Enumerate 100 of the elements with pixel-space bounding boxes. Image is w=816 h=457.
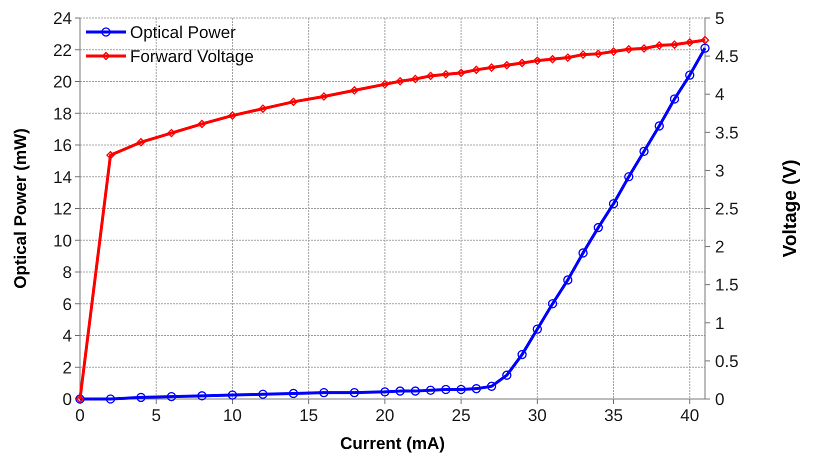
y2-tick-label: 3.5 [715, 123, 739, 142]
y-tick-label: 16 [53, 136, 72, 155]
point [700, 36, 710, 44]
y-tick-label: 18 [53, 104, 72, 124]
y-tick-label: 20 [53, 72, 72, 92]
point [411, 74, 420, 84]
y2-tick-label: 0.5 [715, 352, 739, 371]
y2-tick-label: 1 [715, 314, 724, 333]
y2-tick-label: 0 [715, 390, 724, 409]
point [639, 146, 649, 156]
point [594, 50, 602, 58]
point [228, 111, 237, 120]
point [670, 94, 680, 104]
y2-tick-label: 3 [715, 161, 724, 180]
point [228, 390, 238, 400]
point [136, 138, 146, 146]
point [136, 392, 146, 402]
point [548, 55, 557, 64]
point [532, 324, 542, 334]
y2-tick-label: 2 [715, 238, 724, 257]
legend-label: Optical Power [130, 23, 236, 42]
point [410, 386, 420, 396]
point [578, 50, 588, 59]
point [380, 387, 390, 397]
x-tick-label: 10 [222, 406, 242, 425]
y2-tick-label: 2.5 [715, 200, 739, 218]
point [441, 384, 451, 394]
point [350, 388, 360, 398]
point [518, 58, 526, 68]
x-tick-label: 30 [528, 406, 547, 425]
y-tick-label: 10 [53, 231, 72, 250]
y-tick-label: 14 [53, 168, 72, 187]
point [426, 386, 436, 395]
x-tick-label: 0 [75, 406, 85, 425]
point [564, 53, 572, 62]
y2-tick-label: 4 [715, 85, 724, 104]
point [609, 47, 618, 56]
x-tick-label: 15 [299, 406, 318, 425]
point [426, 72, 435, 80]
y-tick-label: 2 [62, 358, 72, 378]
point [472, 384, 481, 394]
point [502, 370, 512, 380]
point [624, 172, 634, 182]
x-tick-label: 40 [680, 406, 700, 425]
y-tick-label: 12 [53, 200, 72, 218]
point [517, 350, 527, 360]
y2-axis-title: Voltage (V) [780, 160, 801, 258]
point [396, 77, 404, 86]
point [319, 388, 329, 398]
point [320, 92, 328, 101]
point [654, 121, 664, 131]
point [288, 388, 298, 398]
x-axis-title: Current (mA) [340, 434, 445, 453]
point [167, 128, 176, 138]
point [456, 68, 466, 78]
point [640, 44, 648, 53]
point [700, 44, 710, 53]
point [198, 120, 206, 128]
point [380, 80, 390, 88]
point [395, 386, 405, 396]
x-tick-label: 5 [151, 406, 161, 425]
point [608, 199, 618, 208]
y-tick-label: 6 [62, 294, 72, 314]
point [456, 384, 466, 394]
legend-label: Forward Voltage [130, 47, 254, 66]
x-tick-label: 25 [452, 406, 471, 425]
y-axis-title: Optical Power (mW) [11, 128, 30, 289]
point [548, 299, 558, 308]
point [686, 38, 694, 47]
point [472, 66, 480, 74]
point [106, 394, 116, 404]
point [442, 70, 450, 79]
point [594, 222, 603, 232]
point [670, 40, 679, 49]
point [533, 56, 542, 65]
point [578, 248, 588, 258]
y-tick-label: 4 [62, 326, 72, 346]
point [685, 70, 694, 80]
point [487, 63, 496, 72]
point [197, 391, 207, 400]
x-tick-label: 20 [375, 406, 394, 425]
point [289, 98, 298, 106]
point [655, 41, 664, 50]
y2-tick-label: 5 [715, 9, 724, 28]
point [258, 390, 268, 399]
x-tick-label: 35 [604, 406, 623, 425]
y2-tick-label: 1.5 [715, 276, 739, 295]
y-tick-label: 24 [53, 9, 72, 28]
point [350, 86, 359, 95]
point [106, 151, 115, 160]
point [502, 61, 511, 70]
point [624, 45, 633, 54]
point [486, 382, 496, 391]
y2-tick-label: 4.5 [715, 47, 739, 66]
y-tick-label: 0 [62, 390, 72, 409]
point [563, 275, 572, 285]
y-tick-label: 8 [62, 263, 72, 282]
point [166, 392, 176, 402]
point [258, 104, 268, 113]
y-tick-label: 22 [53, 40, 72, 60]
